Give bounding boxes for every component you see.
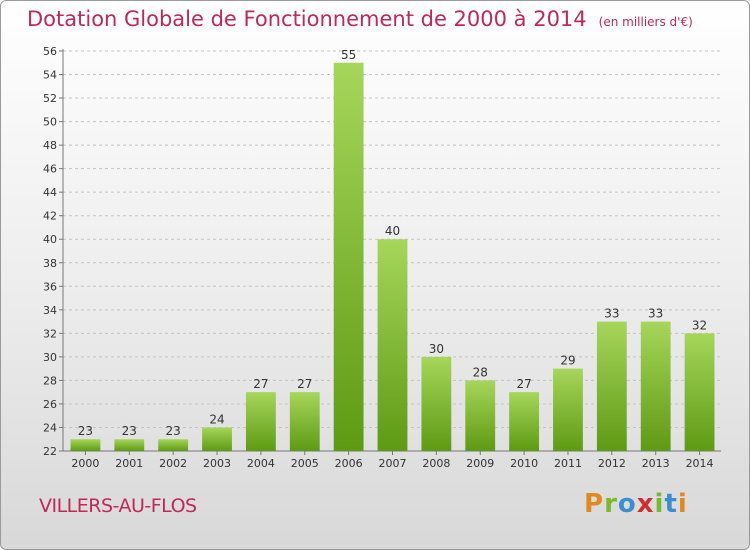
y-tick-label: 36 bbox=[43, 280, 57, 293]
bar-2005 bbox=[289, 392, 320, 451]
logo-letter: r bbox=[604, 489, 618, 519]
y-tick-label: 40 bbox=[43, 233, 57, 246]
data-label-2012: 33 bbox=[604, 307, 619, 321]
y-tick-label: 46 bbox=[43, 163, 57, 176]
x-tick-label-2009: 2009 bbox=[466, 457, 494, 470]
y-tick-label: 30 bbox=[43, 351, 57, 364]
data-label-2010: 27 bbox=[516, 377, 531, 391]
x-tick-label-2012: 2012 bbox=[598, 457, 626, 470]
proxiti-logo: Proxiti bbox=[584, 489, 688, 519]
bar-2009 bbox=[465, 380, 496, 451]
data-label-2007: 40 bbox=[385, 224, 400, 238]
data-label-2006: 55 bbox=[341, 48, 356, 62]
x-tick-label-2008: 2008 bbox=[422, 457, 450, 470]
bar-2011 bbox=[553, 368, 583, 451]
bar-2002 bbox=[158, 439, 189, 451]
chart-title: Dotation Globale de Fonctionnement de 20… bbox=[27, 7, 693, 31]
logo-letter: o bbox=[617, 489, 637, 519]
x-tick-label-2002: 2002 bbox=[159, 457, 187, 470]
y-tick-label: 34 bbox=[43, 304, 57, 317]
y-tick-label: 56 bbox=[43, 45, 57, 58]
x-tick-label-2010: 2010 bbox=[510, 457, 538, 470]
data-label-2014: 32 bbox=[692, 318, 707, 332]
x-tick-label-2004: 2004 bbox=[247, 457, 275, 470]
bar-2006 bbox=[333, 62, 364, 451]
bar-2008 bbox=[421, 356, 452, 451]
chart-unit: (en milliers d'€) bbox=[598, 15, 693, 29]
x-tick-label-2005: 2005 bbox=[291, 457, 319, 470]
bar-2012 bbox=[596, 321, 627, 451]
bar-2014 bbox=[684, 333, 715, 451]
bar-2010 bbox=[509, 392, 540, 451]
data-label-2001: 23 bbox=[122, 424, 137, 438]
y-tick-label: 26 bbox=[43, 398, 57, 411]
data-label-2002: 23 bbox=[166, 424, 181, 438]
logo-letter: t bbox=[664, 489, 678, 519]
y-tick-label: 48 bbox=[43, 139, 57, 152]
y-tick-label: 54 bbox=[43, 69, 57, 82]
x-tick-label-2007: 2007 bbox=[379, 457, 407, 470]
bar-2000 bbox=[70, 439, 101, 451]
data-label-2009: 28 bbox=[473, 365, 488, 379]
y-tick-label: 44 bbox=[43, 186, 57, 199]
x-tick-label-2013: 2013 bbox=[642, 457, 670, 470]
data-label-2004: 27 bbox=[253, 377, 268, 391]
logo-letter: x bbox=[636, 489, 655, 519]
data-label-2011: 29 bbox=[560, 354, 575, 368]
x-tick-label-2000: 2000 bbox=[71, 457, 99, 470]
y-tick-label: 38 bbox=[43, 257, 57, 270]
logo-letter: i bbox=[677, 489, 688, 519]
data-label-2005: 27 bbox=[297, 377, 312, 391]
bar-2003 bbox=[202, 427, 232, 451]
y-tick-label: 42 bbox=[43, 210, 57, 223]
x-tick-label-2006: 2006 bbox=[335, 457, 363, 470]
data-label-2003: 24 bbox=[209, 412, 224, 426]
data-label-2000: 23 bbox=[78, 424, 93, 438]
x-tick-label-2014: 2014 bbox=[686, 457, 714, 470]
y-tick-label: 28 bbox=[43, 374, 57, 387]
data-label-2013: 33 bbox=[648, 307, 663, 321]
commune-name: VILLERS-AU-FLOS bbox=[39, 495, 197, 517]
x-tick-label-2003: 2003 bbox=[203, 457, 231, 470]
bar-2001 bbox=[114, 439, 145, 451]
bar-2007 bbox=[377, 239, 408, 451]
y-tick-label: 22 bbox=[43, 445, 57, 458]
data-label-2008: 30 bbox=[429, 342, 444, 356]
logo-letter: i bbox=[654, 489, 665, 519]
bar-2004 bbox=[245, 392, 276, 451]
chart-title-text: Dotation Globale de Fonctionnement de 20… bbox=[27, 7, 587, 31]
y-tick-label: 32 bbox=[43, 327, 57, 340]
logo-letter: P bbox=[584, 489, 605, 519]
x-tick-label-2011: 2011 bbox=[554, 457, 582, 470]
y-tick-label: 24 bbox=[43, 421, 57, 434]
bar-2013 bbox=[640, 321, 671, 451]
y-tick-label: 52 bbox=[43, 92, 57, 105]
y-tick-label: 50 bbox=[43, 116, 57, 129]
x-tick-label-2001: 2001 bbox=[115, 457, 143, 470]
